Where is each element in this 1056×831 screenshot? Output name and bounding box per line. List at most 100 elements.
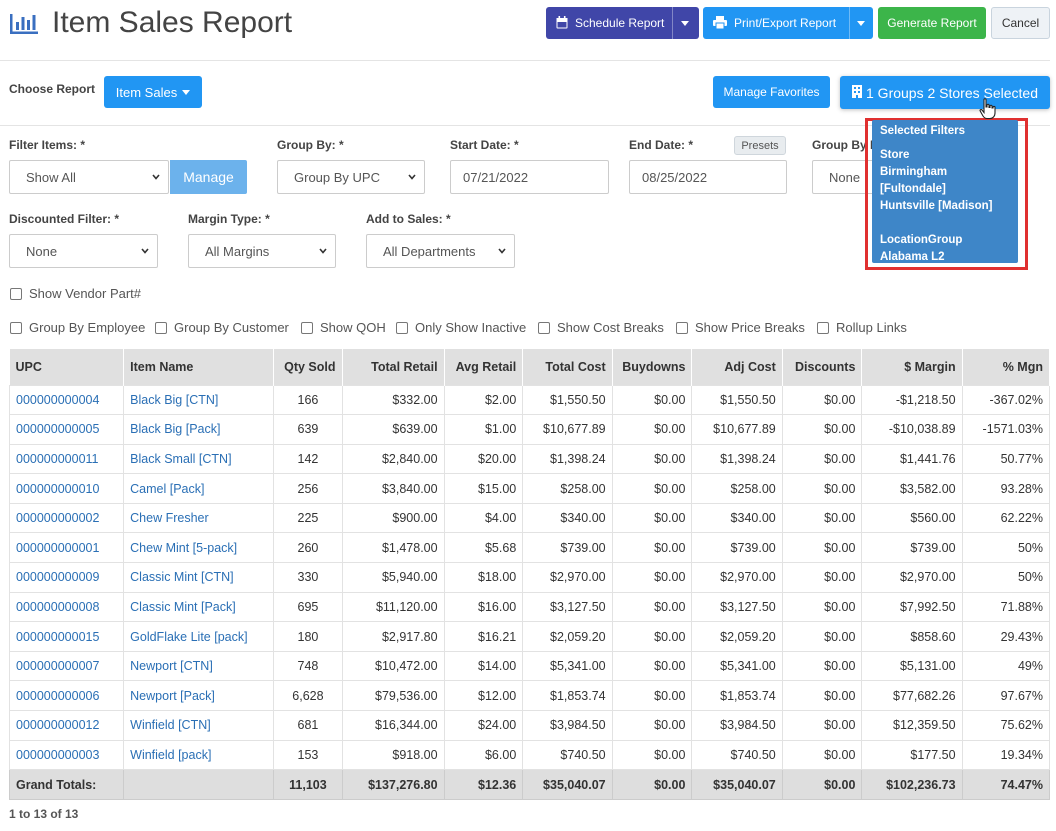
total-retail-cell: $5,940.00 <box>341 562 445 593</box>
upc-cell[interactable]: 000000000012 <box>8 710 125 741</box>
end-date-input[interactable]: 08/25/2022 <box>629 160 787 194</box>
popup-heading: Selected Filters <box>880 125 966 137</box>
filter-items-value: Show All <box>26 169 76 185</box>
total-retail-cell: $11,120.00 <box>341 591 445 623</box>
item-name-cell[interactable]: Black Big [Pack] <box>123 414 275 445</box>
checkbox-box[interactable] <box>155 321 167 334</box>
checkbox-box[interactable] <box>817 321 829 334</box>
cancel-button[interactable]: Cancel <box>991 7 1050 39</box>
qty-cell: 748 <box>273 650 343 682</box>
upc-cell[interactable]: 000000000004 <box>8 384 125 416</box>
margin-cell: $560.00 <box>861 502 963 534</box>
caret-down-icon[interactable] <box>681 21 689 26</box>
qty-cell: 695 <box>273 591 343 623</box>
checkbox-box[interactable] <box>396 321 408 334</box>
location-select-button[interactable]: 1 Groups 2 Stores Selected <box>840 76 1050 109</box>
total-cost-cell: $3,984.50 <box>522 710 613 741</box>
report-select-button[interactable]: Item Sales <box>104 76 202 108</box>
start-date-input[interactable]: 07/21/2022 <box>450 160 609 194</box>
checkbox-box[interactable] <box>10 321 22 334</box>
item-name-cell[interactable]: Winfield [CTN] <box>123 710 275 741</box>
col-discounts[interactable]: Discounts <box>782 349 863 385</box>
item-name-cell[interactable]: Newport [CTN] <box>123 650 275 682</box>
upc-cell[interactable]: 000000000011 <box>8 443 125 475</box>
item-name-cell[interactable]: GoldFlake Lite [pack] <box>123 621 275 652</box>
presets-button[interactable]: Presets <box>734 136 786 155</box>
col-margin[interactable]: $ Margin <box>861 349 963 385</box>
qty-cell: 639 <box>273 414 343 445</box>
schedule-report-button[interactable]: Schedule Report <box>546 7 699 39</box>
col-avg-retail[interactable]: Avg Retail <box>444 349 524 385</box>
total-retail-cell: $918.00 <box>341 739 445 771</box>
checkbox-label: Group By Employee <box>29 320 146 335</box>
col-total-cost[interactable]: Total Cost <box>522 349 613 385</box>
print-export-button[interactable]: Print/Export Report <box>703 7 873 39</box>
total-cost-cell: $5,341.00 <box>522 650 613 682</box>
col-item-name[interactable]: Item Name <box>123 349 275 385</box>
show-cost-breaks-checkbox[interactable]: Show Cost Breaks <box>538 320 664 335</box>
avg-retail-cell: $4.00 <box>443 502 524 534</box>
upc-cell[interactable]: 000000000007 <box>8 650 125 682</box>
discounted-filter-select[interactable]: None <box>9 234 158 268</box>
item-name-cell[interactable]: Newport [Pack] <box>123 680 275 712</box>
chevron-down-icon <box>152 174 160 180</box>
upc-cell[interactable]: 000000000009 <box>8 562 125 593</box>
col-margin-pct[interactable]: % Mgn <box>962 349 1051 385</box>
item-name-cell[interactable]: Classic Mint [Pack] <box>123 591 275 623</box>
upc-cell[interactable]: 000000000005 <box>8 414 125 445</box>
show-qoh-checkbox[interactable]: Show QOH <box>301 320 386 335</box>
generate-report-button[interactable]: Generate Report <box>878 7 986 39</box>
buydowns-cell: $0.00 <box>611 443 693 475</box>
chevron-down-icon <box>498 248 506 254</box>
col-buydowns[interactable]: Buydowns <box>612 349 693 385</box>
show-price-breaks-checkbox[interactable]: Show Price Breaks <box>676 320 805 335</box>
checkbox-box[interactable] <box>538 321 550 334</box>
upc-cell[interactable]: 000000000006 <box>8 680 125 712</box>
margin-type-select[interactable]: All Margins <box>188 234 336 268</box>
avg-retail-cell: $6.00 <box>443 739 524 771</box>
col-upc[interactable]: UPC <box>9 349 125 385</box>
upc-cell[interactable]: 000000000010 <box>8 473 125 504</box>
margin-cell: $858.60 <box>861 621 963 652</box>
upc-cell[interactable]: 000000000002 <box>8 502 125 534</box>
rollup-links-checkbox[interactable]: Rollup Links <box>817 320 907 335</box>
item-name-cell[interactable]: Black Small [CTN] <box>123 443 275 475</box>
col-qty-sold[interactable]: Qty Sold <box>273 349 343 385</box>
item-name-cell[interactable]: Winfield [pack] <box>123 739 275 771</box>
item-name-cell[interactable]: Black Big [CTN] <box>123 384 275 416</box>
adj-cost-cell: $2,059.20 <box>691 621 783 652</box>
table-row: 000000000007 Newport [CTN] 748 $10,472.00 $1… <box>8 650 1051 682</box>
item-name-cell[interactable]: Chew Mint [5-pack] <box>123 532 275 564</box>
bar-chart-icon <box>10 14 38 34</box>
total-cost-cell: $258.00 <box>522 473 613 504</box>
upc-cell[interactable]: 000000000015 <box>8 621 125 652</box>
only-show-inactive-checkbox[interactable]: Only Show Inactive <box>396 320 526 335</box>
manage-button[interactable]: Manage <box>170 160 247 194</box>
checkbox-box[interactable] <box>301 321 313 334</box>
upc-cell[interactable]: 000000000008 <box>8 591 125 623</box>
group-by-customer-checkbox[interactable]: Group By Customer <box>155 320 289 335</box>
upc-cell[interactable]: 000000000003 <box>8 739 125 771</box>
caret-down-icon[interactable] <box>857 21 865 26</box>
grand-totals-row: Grand Totals: 11,103 $137,276.80 $12.36 … <box>8 769 1051 800</box>
add-to-sales-select[interactable]: All Departments <box>366 234 515 268</box>
col-adj-cost[interactable]: Adj Cost <box>691 349 783 385</box>
col-total-retail[interactable]: Total Retail <box>342 349 445 385</box>
checkbox-box[interactable] <box>10 287 22 300</box>
margin-type-value: All Margins <box>205 243 270 259</box>
group-by-select[interactable]: Group By UPC <box>277 160 425 194</box>
item-name-cell[interactable]: Camel [Pack] <box>123 473 275 504</box>
manage-favorites-button[interactable]: Manage Favorites <box>713 76 830 108</box>
adj-cost-cell: $258.00 <box>691 473 783 504</box>
margin-pct-cell: 50% <box>961 562 1051 593</box>
group-by-employee-checkbox[interactable]: Group By Employee <box>10 320 145 335</box>
margin-pct-cell: 75.62% <box>961 710 1051 741</box>
caret-down-icon <box>182 89 191 95</box>
item-name-cell[interactable]: Chew Fresher <box>123 502 275 534</box>
item-name-cell[interactable]: Classic Mint [CTN] <box>123 562 275 593</box>
schedule-report-label: Schedule Report <box>575 16 665 30</box>
filter-items-select[interactable]: Show All <box>9 160 169 194</box>
checkbox-box[interactable] <box>676 321 688 334</box>
upc-cell[interactable]: 000000000001 <box>8 532 125 564</box>
show-vendor-part-checkbox[interactable]: Show Vendor Part# <box>10 286 141 301</box>
